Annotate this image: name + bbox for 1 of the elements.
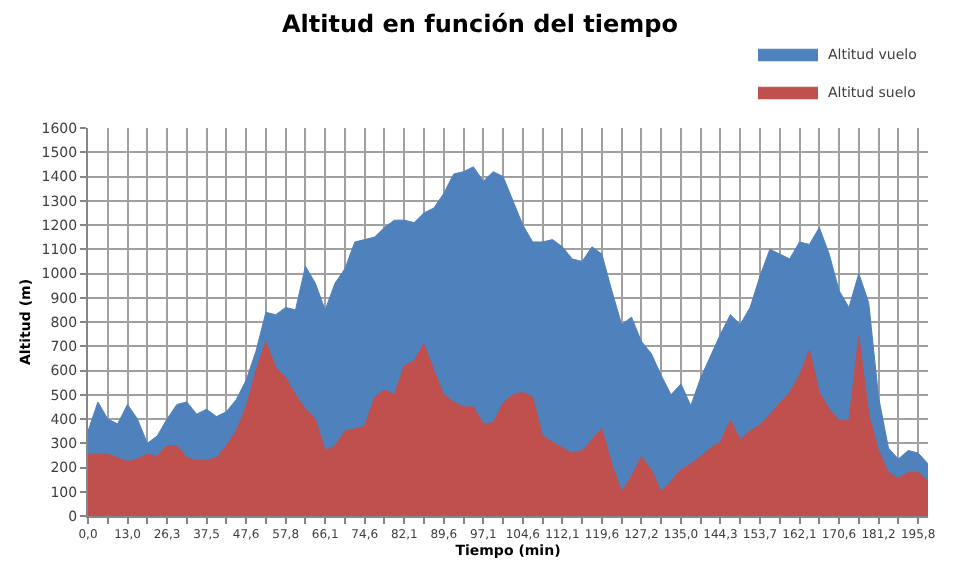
- chart-title: Altitud en función del tiempo: [282, 9, 678, 38]
